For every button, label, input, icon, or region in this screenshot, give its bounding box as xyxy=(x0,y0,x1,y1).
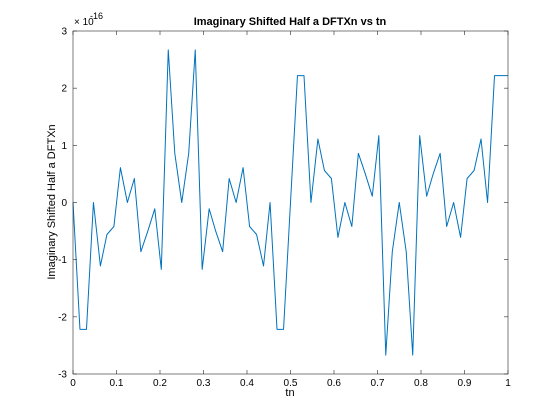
x-tick-label: 0.5 xyxy=(284,378,298,389)
x-tick-label: 0 xyxy=(70,378,76,389)
x-tick-label: 0.6 xyxy=(327,378,341,389)
y-tick-label: 2 xyxy=(61,84,67,95)
x-axis: 0 0.1 0.2 0.3 0.4 0.5 0.6 0.7 0.8 0.9 1 xyxy=(70,31,511,389)
series-layer xyxy=(72,49,508,356)
series-line xyxy=(72,49,508,356)
y-tick-label: 3 xyxy=(61,27,67,38)
y-tick-label: -2 xyxy=(58,312,67,323)
x-tick-label: 0.7 xyxy=(371,378,385,389)
x-tick-label: 0.4 xyxy=(240,378,254,389)
x-tick-label: 0.2 xyxy=(153,378,167,389)
y-exponent-base: × 10 xyxy=(74,17,94,28)
x-tick-label: 0.8 xyxy=(414,378,428,389)
x-tick-label: 0.3 xyxy=(197,378,211,389)
y-axis-label: Imaginary Shifted Half a DFTXn xyxy=(46,124,58,279)
y-tick-label: -1 xyxy=(58,255,67,266)
chart-title: Imaginary Shifted Half a DFTXn vs tn xyxy=(194,16,387,28)
x-tick-label: 1 xyxy=(505,378,511,389)
y-tick-label: 0 xyxy=(61,198,67,209)
x-axis-label: tn xyxy=(285,387,294,399)
y-tick-label: 1 xyxy=(61,141,67,152)
y-axis: -3 -2 -1 0 1 2 3 xyxy=(58,27,508,381)
y-exponent-power: -16 xyxy=(90,11,103,21)
y-tick-label: -3 xyxy=(58,370,67,381)
x-tick-label: 0.1 xyxy=(110,378,124,389)
x-tick-label: 0.9 xyxy=(458,378,472,389)
